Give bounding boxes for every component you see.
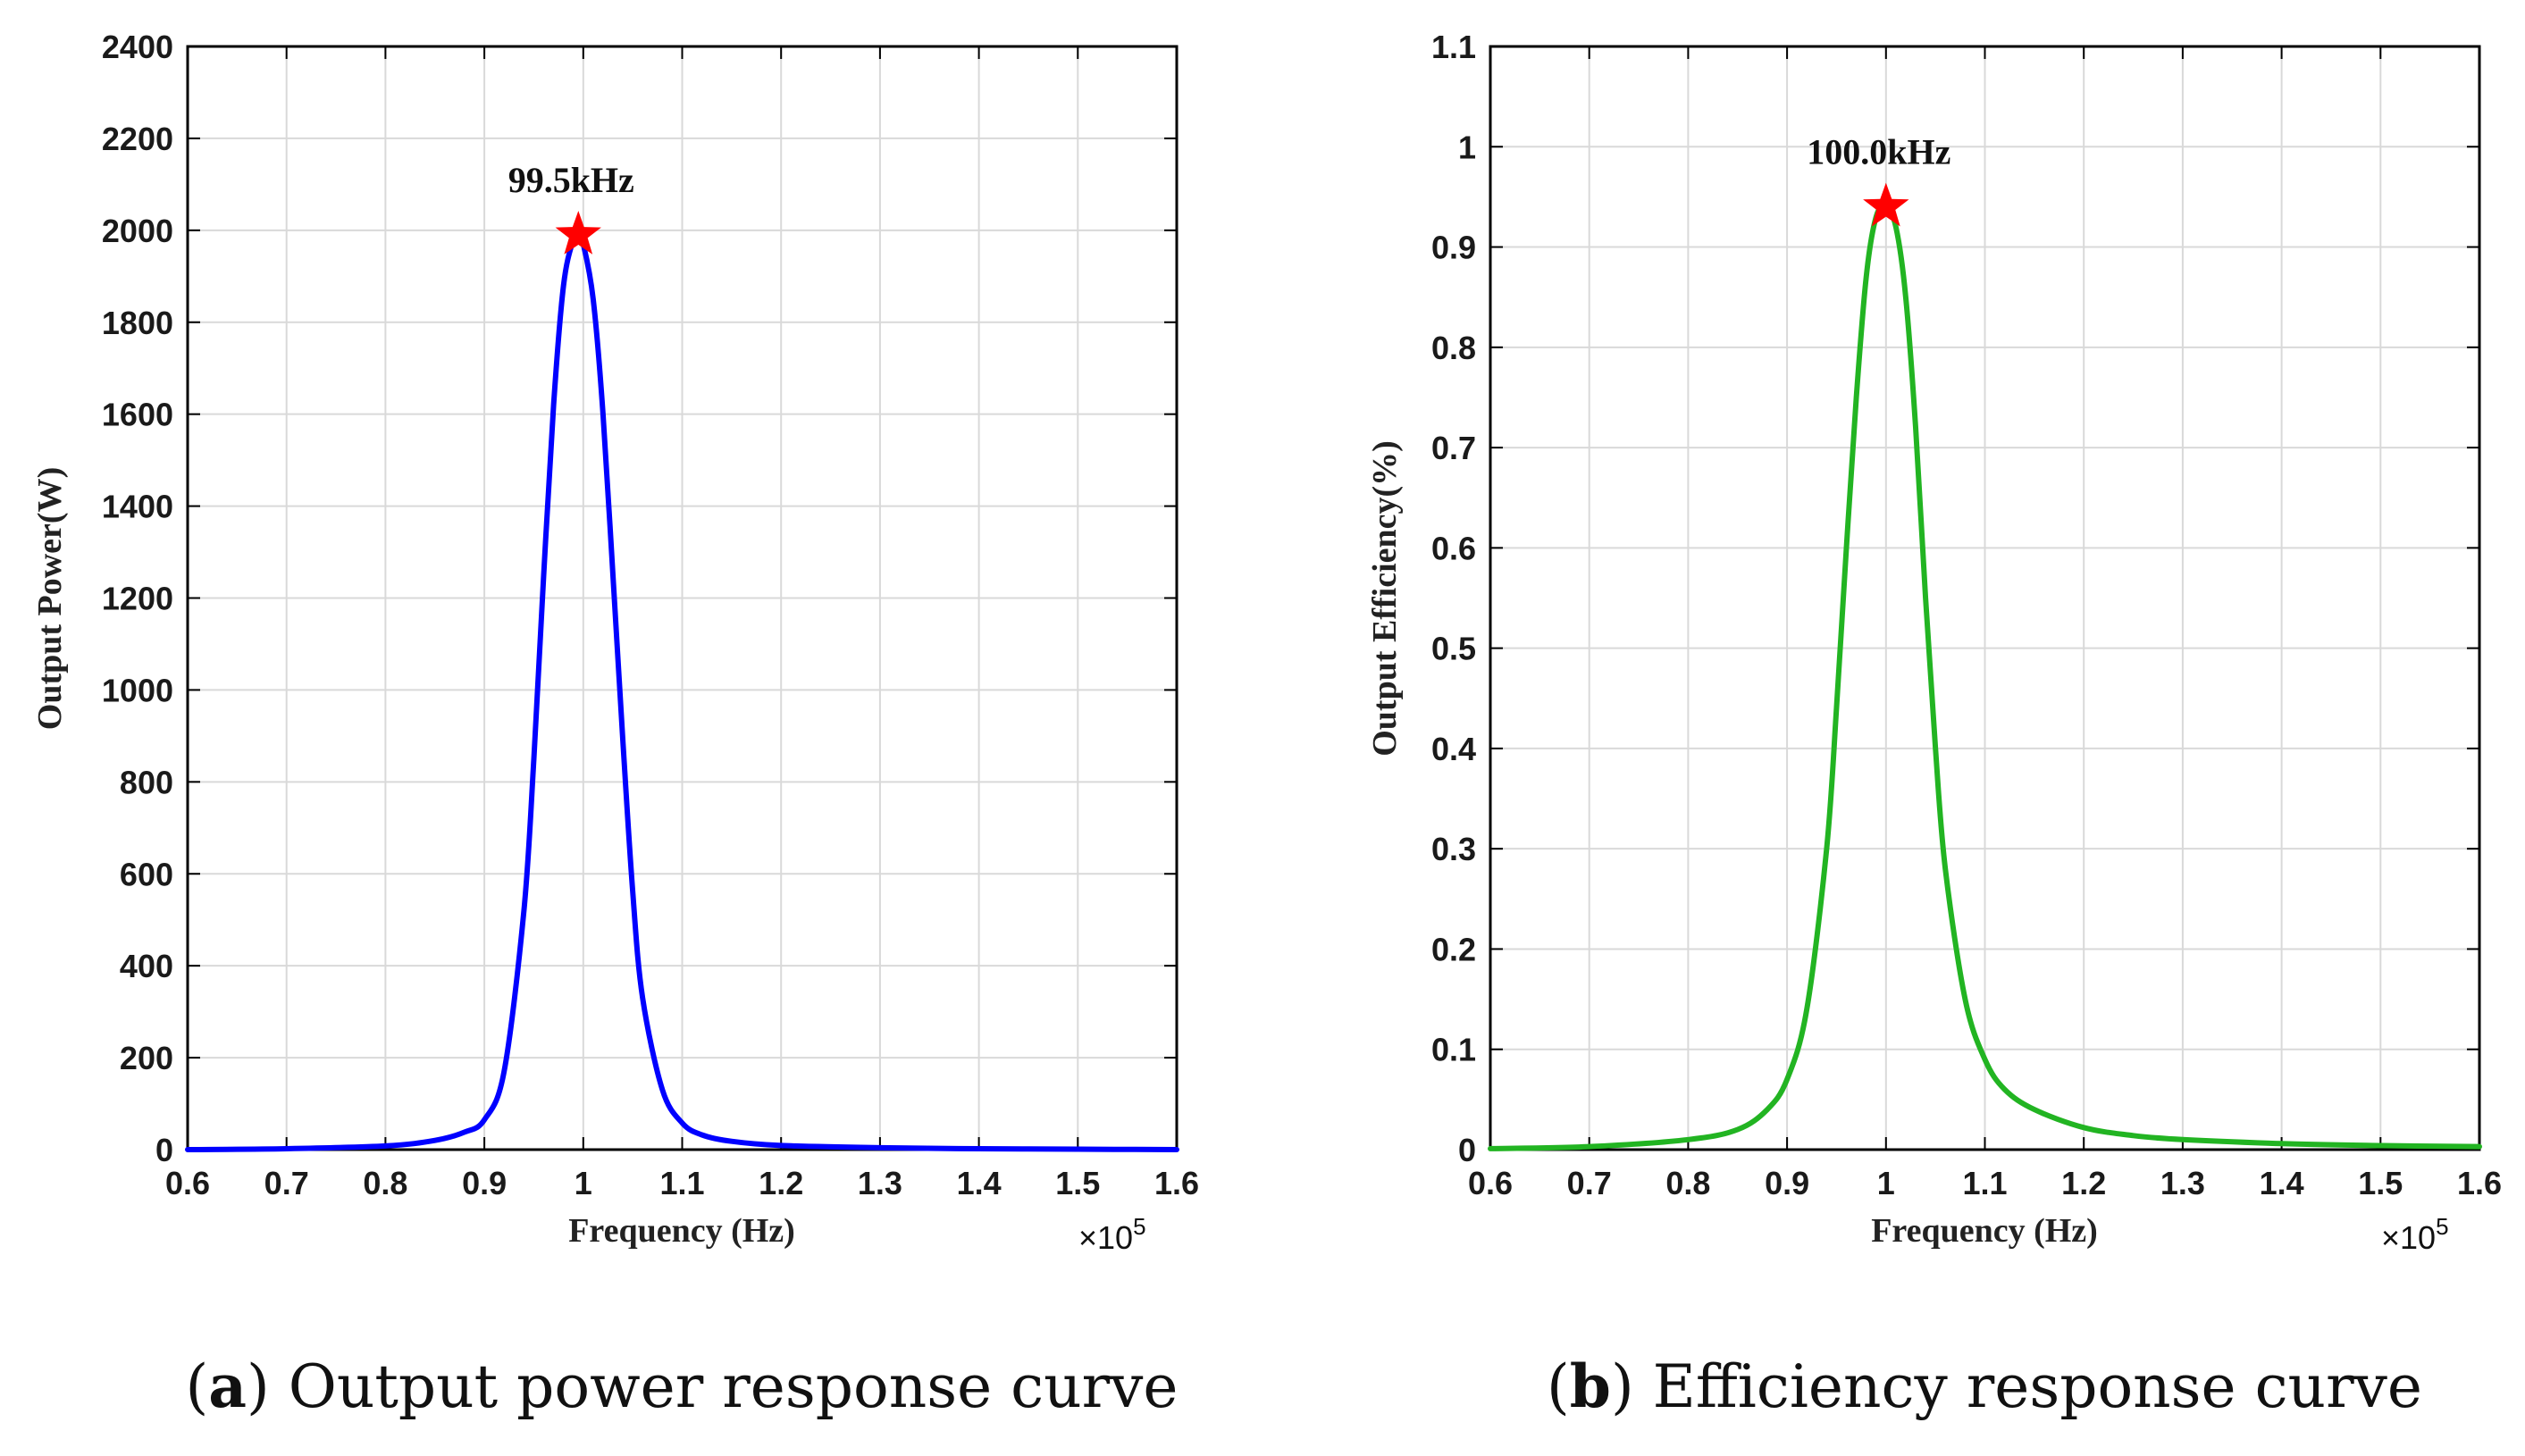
efficiency-peak-star-marker	[1863, 182, 1909, 227]
power-peak-star-marker	[555, 211, 601, 255]
power-x-tick-label: 0.6	[165, 1165, 210, 1201]
efficiency-chart-panel: 0.6 0.7 0.8 0.9 1 1.1 1.2 1.3 1.4 1.5 1.6 0 0.1 0.2 0.…	[1366, 29, 2502, 1421]
efficiency-y-tick-label: 1	[1458, 129, 1476, 165]
power-y-tick-label: 400	[120, 948, 173, 984]
efficiency-peak: 100.0kHz	[1807, 132, 1950, 227]
power-y-tick-label: 800	[120, 764, 173, 800]
efficiency-y-tick-label: 0	[1458, 1132, 1476, 1168]
efficiency-y-tick-label: 0.1	[1431, 1032, 1476, 1068]
power-x-tick-label: 1.1	[659, 1165, 704, 1201]
power-y-tick-label: 2200	[102, 121, 173, 157]
power-y-tick-label: 1000	[102, 672, 173, 708]
power-y-tick-label: 600	[120, 856, 173, 892]
power-x-tick-label: 0.9	[462, 1165, 507, 1201]
power-y-tick-label: 1200	[102, 581, 173, 617]
power-x-tick-label: 0.8	[363, 1165, 407, 1201]
power-y-tick-label: 1600	[102, 397, 173, 433]
efficiency-y-tick-label: 0.5	[1431, 631, 1476, 667]
power-y-tick-label: 1400	[102, 489, 173, 525]
power-ticks: 0.6 0.7 0.8 0.9 1 1.1 1.2 1.3 1.4 1.5 1.6 0 200 400 60…	[102, 29, 1199, 1201]
efficiency-x-tick-label: 1.3	[2160, 1165, 2205, 1201]
power-series-line-0	[185, 230, 1179, 1152]
power-caption-text: Output power response curve	[289, 1352, 1179, 1421]
efficiency-y-axis-label: Output Efficiency(%)	[1366, 440, 1404, 757]
efficiency-y-tick-label: 0.2	[1431, 931, 1476, 967]
efficiency-x-tick-label: 1.1	[1962, 1165, 2007, 1201]
power-x-tick-label: 1	[575, 1165, 592, 1201]
power-y-tick-label: 1800	[102, 305, 173, 341]
efficiency-y-tick-label: 0.4	[1431, 731, 1476, 767]
efficiency-y-tick-label: 0.8	[1431, 330, 1476, 366]
efficiency-x-tick-label: 1.6	[2457, 1165, 2502, 1201]
efficiency-x-axis-label: Frequency (Hz)	[1871, 1212, 2098, 1250]
power-series	[185, 230, 1179, 1152]
efficiency-y-tick-label: 1.1	[1431, 29, 1476, 65]
efficiency-y-tick-label: 0.6	[1431, 530, 1476, 566]
efficiency-series-line-0	[1488, 203, 2482, 1151]
power-caption-letter: a	[208, 1351, 247, 1421]
power-x-axis-label: Frequency (Hz)	[568, 1212, 795, 1250]
power-x-tick-label: 1.2	[759, 1165, 803, 1201]
power-chart-panel: 0.6 0.7 0.8 0.9 1 1.1 1.2 1.3 1.4 1.5 1.6 0 200 400 60…	[31, 29, 1199, 1421]
efficiency-x-tick-label: 0.9	[1765, 1165, 1809, 1201]
efficiency-y-tick-label: 0.7	[1431, 430, 1476, 466]
power-y-tick-label: 0	[155, 1132, 173, 1168]
efficiency-x-tick-label: 1	[1877, 1165, 1895, 1201]
power-x-tick-label: 1.4	[957, 1165, 1002, 1201]
power-y-tick-label: 2000	[102, 213, 173, 249]
efficiency-x-tick-label: 0.7	[1567, 1165, 1612, 1201]
efficiency-series	[1488, 203, 2482, 1151]
power-peak: 99.5kHz	[508, 160, 634, 255]
power-x-tick-label: 1.3	[858, 1165, 902, 1201]
efficiency-x-tick-label: 1.4	[2260, 1165, 2304, 1201]
efficiency-caption-letter: b	[1570, 1351, 1611, 1421]
power-y-axis-label: Output Power(W)	[31, 467, 69, 730]
power-peak-label: 99.5kHz	[508, 160, 634, 200]
power-caption: (a) Output power response curve	[186, 1351, 1179, 1421]
power-y-tick-label: 200	[120, 1040, 173, 1076]
efficiency-x-tick-label: 0.6	[1468, 1165, 1513, 1201]
efficiency-peak-label: 100.0kHz	[1807, 132, 1950, 172]
power-x-tick-label: 0.7	[264, 1165, 309, 1201]
power-x-tick-label: 1.6	[1154, 1165, 1199, 1201]
efficiency-x-tick-label: 0.8	[1665, 1165, 1710, 1201]
efficiency-ticks: 0.6 0.7 0.8 0.9 1 1.1 1.2 1.3 1.4 1.5 1.6 0 0.1 0.2 0.…	[1431, 29, 2502, 1201]
power-x-multiplier: ×105	[1078, 1213, 1146, 1256]
power-y-tick-label: 2400	[102, 29, 173, 65]
efficiency-x-tick-label: 1.2	[2061, 1165, 2106, 1201]
efficiency-caption: (b) Efficiency response curve	[1547, 1351, 2422, 1421]
efficiency-x-multiplier: ×105	[2381, 1213, 2449, 1256]
efficiency-y-tick-label: 0.9	[1431, 230, 1476, 266]
efficiency-caption-text: Efficiency response curve	[1653, 1352, 2422, 1421]
efficiency-y-tick-label: 0.3	[1431, 831, 1476, 867]
efficiency-x-tick-label: 1.5	[2358, 1165, 2403, 1201]
power-x-tick-label: 1.5	[1055, 1165, 1100, 1201]
